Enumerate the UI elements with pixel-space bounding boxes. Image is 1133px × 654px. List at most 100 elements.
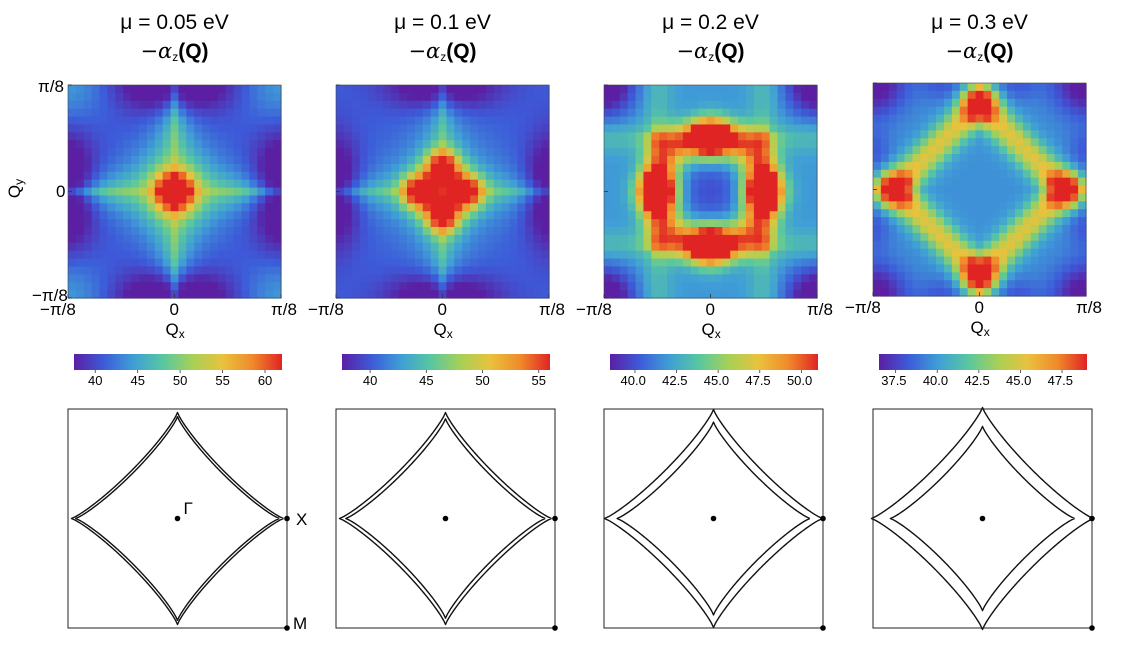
- heatmap-cell: [951, 98, 961, 108]
- heatmap-cell: [801, 266, 810, 275]
- heatmap-cell: [343, 179, 353, 189]
- heatmap-cell: [178, 163, 187, 173]
- heatmap-cell: [438, 171, 448, 181]
- heatmap-cell: [928, 106, 937, 116]
- heatmap-cell: [367, 116, 377, 126]
- heatmap-cell: [107, 124, 116, 133]
- heatmap-cell: [785, 211, 794, 220]
- heatmap-cell: [75, 140, 85, 149]
- heatmap-cell: [493, 234, 503, 244]
- heatmap-cell: [359, 100, 369, 110]
- heatmap-cell: [99, 108, 109, 118]
- heatmap-cell: [202, 108, 211, 118]
- heatmap-cell: [904, 169, 914, 179]
- heatmap-cell: [154, 203, 164, 212]
- heatmap-cell: [1054, 272, 1063, 281]
- heatmap-cell: [202, 234, 211, 244]
- heatmap-cell: [146, 163, 156, 173]
- heatmap-cell: [375, 234, 384, 244]
- heatmap-cell: [375, 116, 384, 126]
- heatmap-cell: [359, 195, 369, 204]
- heatmap-cell: [1022, 138, 1032, 147]
- heatmap-cell: [967, 240, 977, 250]
- heatmap-cell: [202, 92, 211, 102]
- heatmap-cell: [383, 140, 392, 149]
- heatmap-cell: [991, 225, 1000, 234]
- heatmap-cell: [541, 211, 550, 220]
- heatmap-cell: [880, 240, 890, 250]
- heatmap-cell: [351, 195, 361, 204]
- heatmap-cell: [746, 100, 755, 110]
- heatmap-cell: [667, 282, 676, 291]
- heatmap-cell: [761, 250, 771, 260]
- heatmap-cell: [753, 171, 763, 181]
- heatmap-cell: [1062, 161, 1071, 171]
- alpha-symbol: −α: [676, 39, 709, 63]
- heatmap-4: [872, 82, 1087, 297]
- heatmap-cell: [667, 163, 676, 173]
- heatmap-cell: [91, 171, 101, 181]
- heatmap-cell: [991, 193, 1000, 202]
- heatmap-cell: [769, 250, 779, 260]
- heatmap-cell: [975, 209, 985, 218]
- heatmap-cell: [194, 124, 203, 133]
- heatmap-cell: [746, 274, 755, 283]
- heatmap-cell: [446, 203, 455, 212]
- heatmap-cell: [541, 282, 550, 291]
- heatmap-cell: [541, 258, 550, 268]
- heatmap-cell: [944, 232, 953, 242]
- heatmap-cell: [659, 124, 668, 133]
- heatmap-cell: [517, 132, 526, 141]
- heatmap-cell: [407, 282, 416, 291]
- heatmap-cell: [509, 108, 519, 118]
- heatmap-cell: [611, 211, 621, 220]
- heatmap-cell: [485, 187, 495, 197]
- heatmap-cell: [951, 114, 961, 124]
- heatmap-cell: [698, 92, 708, 102]
- heatmap-cell: [257, 132, 266, 141]
- heatmap-cell: [1030, 280, 1040, 289]
- heatmap-cell: [667, 148, 676, 157]
- heatmap-cell: [936, 90, 945, 100]
- heatmap-cell: [422, 187, 432, 197]
- heatmap-cell: [777, 148, 787, 157]
- heatmap-cell: [186, 290, 195, 299]
- heatmap-cell: [761, 156, 771, 165]
- heatmap-cell: [604, 132, 613, 141]
- heatmap-cell: [478, 195, 487, 204]
- heatmap-cell: [194, 116, 203, 126]
- heatmap-cell: [83, 195, 93, 204]
- heatmap-cell: [761, 163, 771, 173]
- heatmap-cell: [422, 108, 432, 118]
- heatmap-cell: [1078, 193, 1087, 202]
- heatmap-cell: [761, 203, 771, 212]
- heatmap-cell: [414, 148, 424, 157]
- heatmap-cell: [967, 130, 977, 139]
- heatmap-cell: [249, 85, 258, 94]
- heatmap-cell: [233, 148, 243, 157]
- heatmap-cell: [399, 242, 408, 252]
- heatmap-cell: [722, 171, 731, 181]
- heatmap-cell: [273, 163, 282, 173]
- heatmap-cell: [446, 116, 455, 126]
- heatmap-cell: [888, 146, 898, 155]
- heatmap-cell: [249, 116, 258, 126]
- heatmap-cell: [785, 187, 794, 197]
- heatmap-cell: [1007, 130, 1016, 139]
- heatmap-cell: [967, 177, 977, 187]
- heatmap-cell: [202, 203, 211, 212]
- heatmap-cell: [146, 179, 156, 189]
- heatmap-cell: [698, 171, 708, 181]
- heatmap-cell: [991, 177, 1000, 187]
- heatmap-cell: [470, 274, 479, 283]
- heatmap-cell: [777, 234, 787, 244]
- heatmap-cell: [667, 179, 676, 189]
- heatmap-cell: [501, 234, 511, 244]
- heatmap-cell: [241, 132, 251, 141]
- heatmap-cell: [635, 242, 645, 252]
- heatmap-cell: [68, 163, 77, 173]
- heatmap-cell: [75, 282, 85, 291]
- heatmap-cell: [265, 124, 274, 133]
- heatmap-cell: [1078, 83, 1087, 92]
- heatmap-cell: [1038, 288, 1048, 297]
